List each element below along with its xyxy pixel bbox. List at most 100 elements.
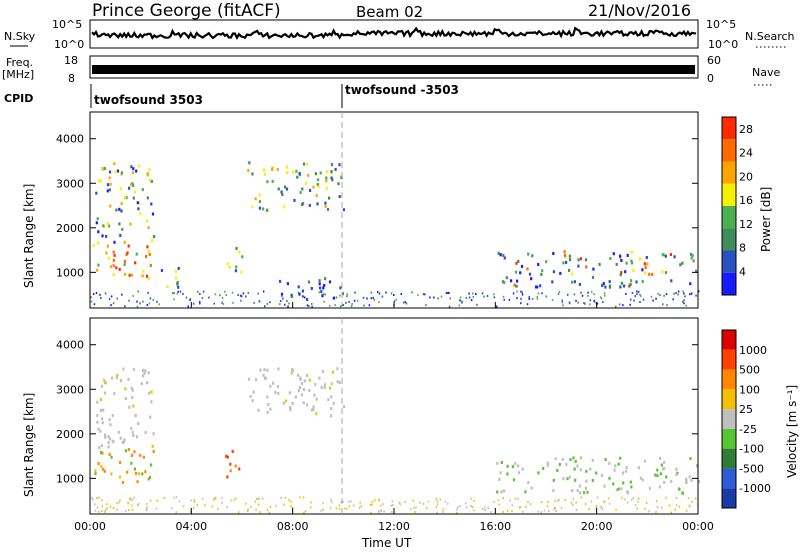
power-colorbar: 4 8 12 16 20 24 28	[721, 116, 753, 296]
ground-cell	[590, 500, 592, 503]
data-cell	[131, 182, 134, 186]
data-cell	[96, 400, 99, 404]
ground-cell	[555, 509, 557, 512]
velocity-colorbar: 1000 500 100 25 -25 -100 -500 -1000	[721, 329, 771, 509]
data-cell	[152, 432, 155, 436]
ground-cell	[404, 501, 406, 503]
freq-trace	[92, 65, 695, 74]
data-cell	[252, 390, 255, 394]
ground-cell	[436, 511, 438, 514]
ground-cell	[456, 511, 458, 514]
ground-cell	[459, 299, 461, 302]
time-tick-label: 08:00	[277, 520, 309, 533]
data-cell	[630, 250, 633, 254]
data-cell	[101, 421, 104, 425]
data-cell	[298, 171, 301, 175]
ground-cell	[425, 304, 427, 307]
ground-cell	[655, 511, 657, 514]
ground-cell	[192, 506, 195, 509]
data-cell	[113, 253, 116, 257]
colorbar-swatch	[722, 349, 736, 370]
data-cell	[325, 187, 328, 191]
data-cell	[280, 292, 284, 296]
data-cell	[300, 393, 304, 397]
data-cell	[527, 481, 530, 485]
ground-cell	[378, 498, 380, 501]
ground-cell	[359, 501, 361, 504]
data-cell	[301, 187, 304, 191]
data-cell	[297, 373, 300, 377]
data-cell	[517, 464, 520, 468]
data-cell	[141, 274, 144, 278]
ground-cell	[240, 299, 242, 302]
ground-cell	[427, 500, 430, 503]
data-cell	[516, 279, 519, 283]
ground-cell	[288, 499, 290, 502]
data-cell	[513, 283, 516, 287]
ground-cell	[378, 499, 380, 502]
data-cell	[266, 410, 269, 414]
ground-cell	[385, 291, 387, 294]
data-cell	[125, 253, 128, 257]
ground-cell	[580, 496, 582, 499]
station-title: Prince George (fitACF)	[92, 1, 281, 21]
ground-cell	[528, 298, 530, 300]
ground-cell	[493, 296, 496, 299]
data-cell	[290, 371, 293, 375]
ground-cell	[390, 504, 392, 507]
ground-cell	[346, 295, 348, 298]
data-cell	[330, 414, 333, 418]
ground-cell	[101, 510, 103, 512]
ground-cell	[553, 508, 555, 511]
data-cell	[306, 373, 309, 377]
ground-cell	[447, 291, 449, 294]
ground-cell	[152, 299, 154, 301]
ground-cell	[110, 295, 113, 298]
ground-cell	[639, 293, 641, 296]
data-cell	[692, 259, 695, 263]
ground-cell	[118, 501, 120, 504]
nsearch-top-tick: 10^5	[706, 18, 736, 31]
data-cell	[328, 386, 332, 390]
ground-cell	[136, 305, 139, 308]
data-cell	[660, 463, 663, 467]
ground-cell	[410, 508, 412, 511]
ground-cell	[112, 302, 115, 305]
data-cell	[286, 171, 289, 175]
data-cell	[113, 392, 116, 396]
data-cell	[324, 201, 327, 205]
ground-cell	[193, 498, 195, 501]
ground-cell	[366, 297, 368, 300]
data-cell	[643, 459, 646, 463]
data-cell	[527, 252, 530, 256]
data-cell	[603, 484, 606, 488]
ground-cell	[517, 498, 519, 501]
ground-cell	[360, 505, 363, 508]
data-cell	[312, 405, 315, 409]
ground-cell	[415, 506, 417, 509]
ground-cell	[288, 302, 290, 305]
data-cell	[148, 178, 152, 182]
data-cell	[500, 461, 503, 464]
ground-cell	[221, 496, 223, 499]
data-cell	[107, 222, 110, 226]
ground-cell	[456, 508, 458, 511]
ground-cell	[447, 502, 449, 505]
data-cell	[274, 390, 277, 394]
data-cell	[140, 382, 143, 386]
ground-cell	[109, 505, 112, 508]
data-cell	[276, 168, 279, 171]
data-cell	[325, 179, 328, 183]
ground-cell	[599, 296, 602, 299]
data-cell	[97, 462, 100, 465]
colorbar-swatch	[722, 272, 736, 295]
data-cell	[115, 208, 118, 212]
data-cell	[630, 279, 633, 283]
ground-cell	[189, 299, 191, 302]
ground-cell	[310, 506, 312, 509]
ground-cell	[199, 302, 201, 305]
data-cell	[515, 284, 518, 288]
colorbar-tick-label: -25	[739, 423, 757, 436]
ground-cell	[531, 298, 534, 300]
data-cell	[147, 277, 150, 280]
